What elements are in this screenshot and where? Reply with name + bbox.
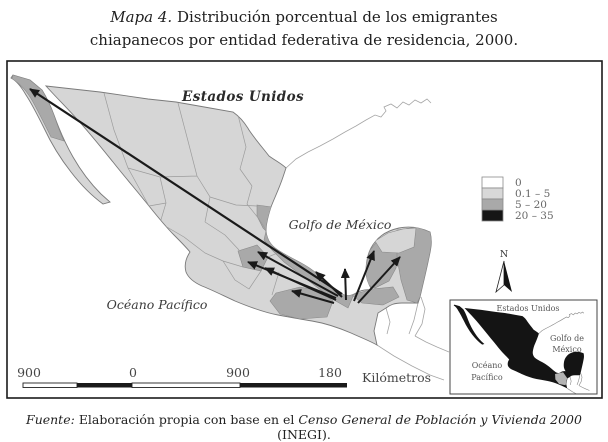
inset-label-oceano-2: Pacífico <box>471 373 503 382</box>
source-note-work: Censo General de Población y Vivienda 20… <box>298 412 582 427</box>
legend-label-1: 0.1 – 5 <box>515 188 550 200</box>
figure-caption-number: Mapa 4. <box>110 8 173 26</box>
legend-swatch-2 <box>481 198 504 211</box>
migration-arrow <box>257 251 339 297</box>
legend-swatch-0 <box>481 176 504 189</box>
inset-label-oceano-1: Océano <box>472 361 503 370</box>
scale-bar: 900 0 900 180 Kilómetros <box>17 365 431 388</box>
source-note-prefix: Fuente: <box>26 412 75 427</box>
legend-label-0: 0 <box>515 177 522 189</box>
figure-caption-line1: Distribución porcentual de los emigrante… <box>176 8 498 26</box>
north-arrow-icon <box>504 261 512 292</box>
source-note-suffix: (INEGI). <box>277 427 331 442</box>
source-note-body: Elaboración propia con base en el <box>78 412 295 427</box>
migration-arrows <box>29 88 401 304</box>
scale-bar-segment <box>22 382 78 388</box>
state-baja-california <box>11 75 65 142</box>
scale-bar-segment <box>77 383 132 388</box>
north-arrow-label: N <box>500 249 508 260</box>
scale-tick: 900 <box>17 365 41 380</box>
scale-bar-segment <box>240 383 347 388</box>
migration-arrow <box>29 88 343 295</box>
scale-bar-segment <box>131 382 241 388</box>
migration-arrow <box>264 267 337 301</box>
state-yucatan <box>374 227 417 254</box>
source-note: Fuente: Elaboración propia con base en e… <box>6 412 602 442</box>
migration-arrow <box>291 289 335 304</box>
legend-swatch-3 <box>481 209 504 222</box>
scale-tick: 900 <box>226 365 250 380</box>
state-mexico-df <box>237 244 269 272</box>
scale-tick: 180 <box>318 365 342 380</box>
inset-label-estados-unidos: Estados Unidos <box>496 304 559 313</box>
north-arrow: N <box>495 249 512 294</box>
figure-caption: Mapa 4. Distribución porcentual de los e… <box>20 6 588 51</box>
inset-border <box>449 299 598 395</box>
label-golfo-de-mexico: Golfo de México <box>289 217 392 232</box>
scale-tick: 0 <box>129 365 137 380</box>
legend: 0 0.1 – 5 5 – 20 20 – 35 <box>481 176 554 222</box>
figure-caption-line2: chiapanecos por entidad federativa de re… <box>89 30 519 49</box>
migration-arrow <box>353 250 375 302</box>
legend-label-2: 5 – 20 <box>515 199 547 211</box>
label-estados-unidos: Estados Unidos <box>181 89 304 105</box>
inset-chiapas-highlight <box>555 372 568 386</box>
legend-label-3: 20 – 35 <box>515 210 554 222</box>
migration-arrow <box>315 271 343 298</box>
legend-swatch-1 <box>481 187 504 200</box>
state-boundaries <box>103 92 281 296</box>
state-oaxaca <box>269 286 334 320</box>
inset-map: Estados Unidos Golfo de México Océano Pa… <box>449 299 598 395</box>
scale-unit: Kilómetros <box>362 370 431 385</box>
inset-label-golfo-2: México <box>552 345 581 354</box>
migration-arrow <box>340 268 350 301</box>
migration-arrow <box>357 256 401 304</box>
inset-label-golfo-1: Golfo de <box>550 334 584 343</box>
label-oceano-pacifico: Océano Pacífico <box>107 297 208 312</box>
